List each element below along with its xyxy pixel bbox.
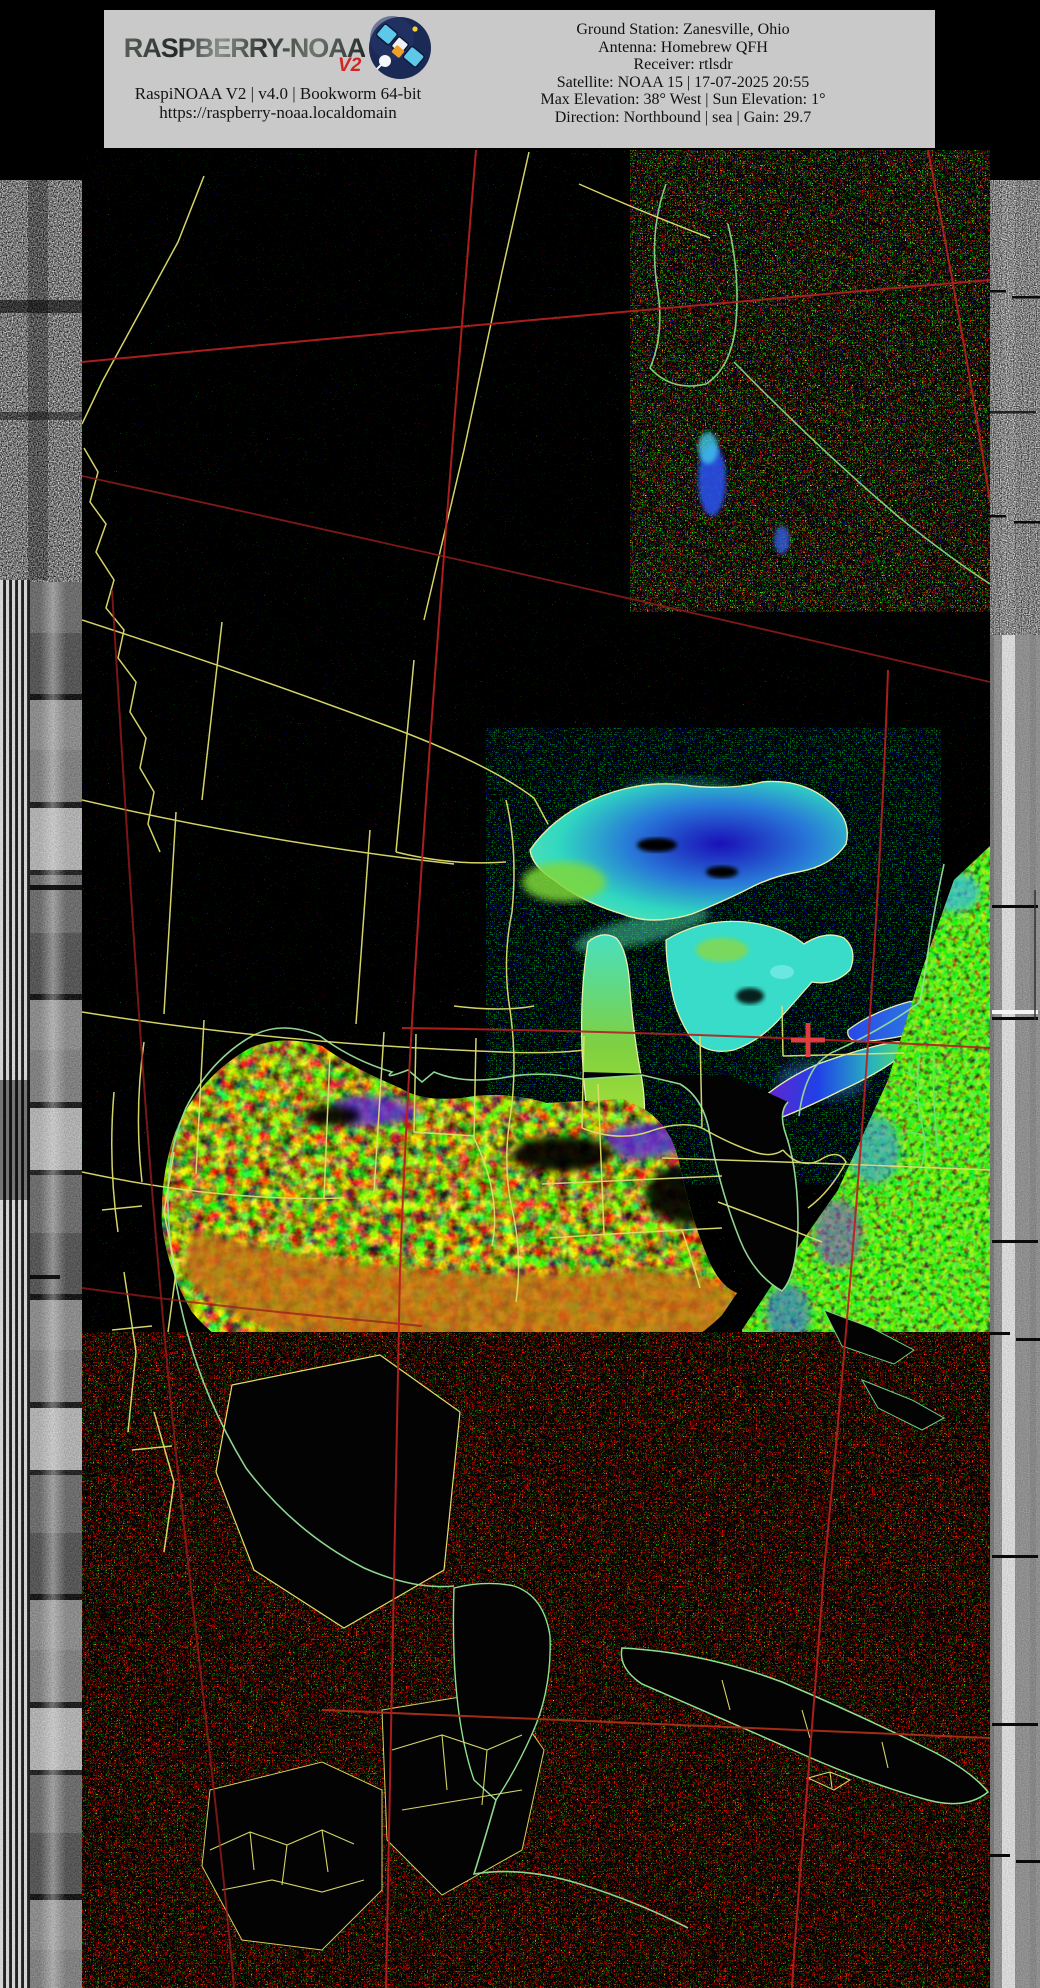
northern-noise-speckle bbox=[630, 150, 990, 612]
brand-text: RASPBERRY-NOAA bbox=[123, 32, 367, 63]
direction-line: Direction: Northbound | sea | Gain: 29.7 bbox=[554, 108, 812, 126]
telemetry-wedge-blocks bbox=[30, 582, 82, 1988]
station-url: https://raspberry-noaa.localdomain bbox=[159, 103, 397, 122]
elevation-line: Max Elevation: 38° West | Sun Elevation:… bbox=[540, 91, 826, 108]
lake-superior bbox=[522, 780, 848, 921]
rockies-border bbox=[83, 447, 161, 853]
receiver-line: Receiver: rtlsdr bbox=[633, 56, 733, 73]
brand-wrap: RASPBERRY-NOAA V2 bbox=[123, 32, 367, 76]
east-coastline bbox=[798, 863, 945, 1117]
gulf-coastline bbox=[167, 1027, 583, 1588]
mississippi-river bbox=[505, 799, 520, 1303]
logo-section: RASPBERRY-NOAA V2 RaspiNOAA V2 | v4.0 | … bbox=[110, 12, 446, 146]
right-telemetry-band bbox=[990, 150, 1040, 1988]
dark-landmasses bbox=[201, 1072, 990, 1951]
lake-huron bbox=[665, 920, 854, 1053]
header-annotation-card: RASPBERRY-NOAA V2 RaspiNOAA V2 | v4.0 | … bbox=[104, 10, 935, 148]
hudson-james-bay-coastline bbox=[649, 183, 990, 585]
us-canada-border bbox=[82, 619, 549, 825]
static-noise-soft bbox=[990, 635, 1040, 1988]
mexico-admin-cells bbox=[209, 1679, 889, 1893]
satellite-badge-icon bbox=[369, 16, 432, 79]
telemetry-white-line bbox=[992, 1010, 1038, 1014]
political-boundaries bbox=[82, 151, 990, 1893]
yucatan-peninsula bbox=[452, 1582, 551, 1802]
telemetry-divider-lines bbox=[990, 290, 1040, 1863]
noise-break bbox=[0, 412, 82, 420]
jamaica-admin bbox=[806, 1771, 852, 1791]
system-version-line: RaspiNOAA V2 | v4.0 | Bookworm 64-bit bbox=[134, 84, 422, 103]
latitude-longitude-graticule bbox=[82, 150, 990, 1988]
noise-shade-column bbox=[28, 180, 48, 580]
florida-coastline bbox=[581, 1074, 799, 1293]
antenna-line: Antenna: Homebrew QFH bbox=[598, 38, 768, 56]
ohio-river bbox=[581, 1124, 784, 1156]
ground-station-marker bbox=[791, 1023, 825, 1057]
atlantic-coastal-fringe bbox=[748, 872, 988, 1506]
band-tick bbox=[1034, 890, 1036, 1020]
noise-break bbox=[0, 300, 82, 313]
brand-version-badge: V2 bbox=[338, 54, 362, 76]
chesapeake-bay bbox=[905, 1049, 939, 1171]
great-lakes-thermal bbox=[507, 748, 986, 1189]
cuba-island bbox=[620, 1647, 990, 1805]
logo-row: RASPBERRY-NOAA V2 bbox=[110, 12, 446, 84]
central-america-block-a bbox=[201, 1761, 383, 1951]
station-info-section: Ground Station: Zanesville, Ohio Antenna… bbox=[450, 21, 916, 126]
static-noise-top bbox=[990, 180, 1040, 635]
bahamas-bank bbox=[860, 1379, 946, 1431]
satellite-map bbox=[82, 150, 990, 1988]
sync-stripe-train bbox=[0, 580, 30, 1988]
ground-station-line: Ground Station: Zanesville, Ohio bbox=[576, 21, 790, 38]
satellite-line: Satellite: NOAA 15 | 17-07-2025 20:55 bbox=[556, 73, 810, 91]
gulf-warm-band bbox=[182, 1230, 732, 1367]
florida-landmass bbox=[582, 1072, 798, 1291]
coastlines bbox=[167, 863, 945, 1929]
central-america-coastline bbox=[472, 1799, 689, 1929]
gulf-of-mexico-thermal bbox=[161, 1040, 738, 1400]
left-telemetry-band bbox=[0, 150, 82, 1988]
